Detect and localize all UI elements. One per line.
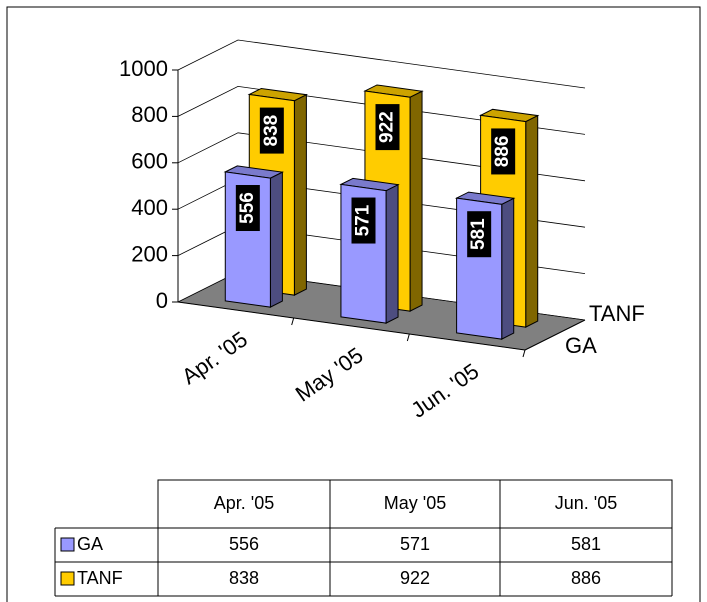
data-label-box bbox=[259, 107, 284, 154]
left-wall bbox=[178, 40, 238, 302]
table-cell: 838 bbox=[229, 568, 259, 588]
data-label: 571 bbox=[353, 204, 374, 236]
grid-line bbox=[177, 39, 586, 89]
legend-label: TANF bbox=[589, 301, 645, 326]
x-tick-mark bbox=[522, 349, 526, 358]
data-label: 581 bbox=[468, 218, 489, 250]
data-label: 922 bbox=[377, 111, 398, 143]
y-tick-label: 600 bbox=[131, 149, 168, 174]
table-header: May '05 bbox=[384, 493, 446, 513]
legend-swatch bbox=[60, 571, 75, 586]
data-label-box bbox=[235, 185, 260, 232]
data-label: 556 bbox=[237, 192, 258, 224]
table-cell: 571 bbox=[400, 534, 430, 554]
bar-side bbox=[293, 93, 307, 296]
grid-line bbox=[177, 85, 586, 135]
table-cell: 886 bbox=[571, 568, 601, 588]
legend-label: GA bbox=[565, 333, 597, 358]
y-tick-label: 0 bbox=[156, 288, 168, 313]
z-axis bbox=[524, 319, 586, 351]
grid-line bbox=[177, 132, 586, 182]
table-cell: 581 bbox=[571, 534, 601, 554]
table-header: Apr. '05 bbox=[214, 493, 274, 513]
legend-swatch bbox=[60, 537, 75, 552]
bar-side bbox=[385, 183, 399, 324]
table-header: Jun. '05 bbox=[555, 493, 617, 513]
y-tick-label: 1000 bbox=[119, 56, 168, 81]
table-cell: 556 bbox=[229, 534, 259, 554]
data-label-box bbox=[351, 197, 376, 244]
y-tick-label: 800 bbox=[131, 102, 168, 127]
x-tick-mark bbox=[406, 333, 410, 342]
table-cell: 922 bbox=[400, 568, 430, 588]
data-label-box bbox=[467, 211, 492, 258]
data-label-box bbox=[491, 128, 516, 175]
table-row-label: TANF bbox=[77, 568, 123, 588]
y-tick-label: 400 bbox=[131, 195, 168, 220]
x-tick-mark bbox=[291, 317, 295, 326]
data-label: 838 bbox=[261, 115, 282, 147]
bar-side bbox=[269, 171, 283, 308]
data-label-box bbox=[375, 104, 400, 151]
table-row-label: GA bbox=[77, 534, 103, 554]
bar-side bbox=[409, 90, 423, 312]
x-axis bbox=[177, 301, 526, 351]
bar-side bbox=[501, 197, 515, 340]
y-tick-label: 200 bbox=[131, 241, 168, 266]
data-label: 886 bbox=[492, 136, 513, 168]
bar-side bbox=[525, 114, 539, 328]
